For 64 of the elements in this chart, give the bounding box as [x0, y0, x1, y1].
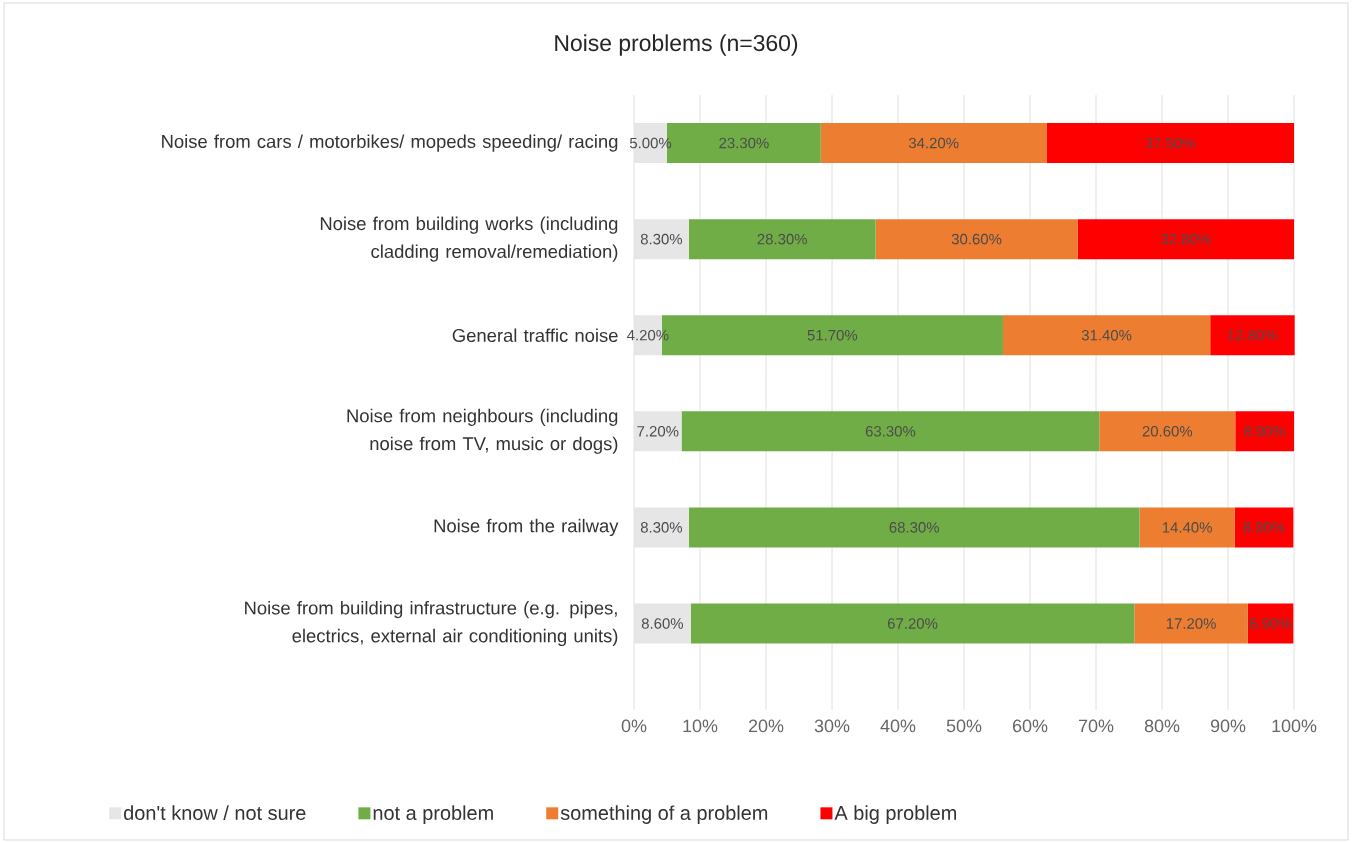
data-label: 51.70%: [807, 329, 858, 341]
x-tick-label: 70%: [1079, 719, 1114, 733]
legend-label: not a problem: [373, 805, 493, 824]
data-label: 8.90%: [1243, 522, 1285, 533]
data-label: 32.80%: [1161, 233, 1211, 245]
data-label: 67.20%: [887, 618, 938, 629]
bar: [1002, 315, 1211, 356]
data-label: 7.20%: [637, 426, 679, 437]
data-label: 63.30%: [865, 426, 916, 437]
y-tick-label: Noise from building infrastructure (e.g. pipes, electrics, external air conditioning units): [245, 600, 618, 647]
bar: [1099, 411, 1236, 452]
data-label: 8.90%: [1244, 426, 1286, 437]
chart-title: Noise problems (n=360): [555, 34, 798, 56]
x-tick-label: 40%: [880, 719, 916, 733]
x-tick-label: 10%: [683, 719, 718, 733]
bar: [1134, 603, 1248, 644]
data-label: 37.50%: [1145, 137, 1196, 149]
data-label: 30.60%: [951, 233, 1002, 245]
bar: [1077, 219, 1295, 260]
data-label: 8.30%: [640, 522, 683, 533]
data-label: 14.40%: [1162, 522, 1212, 533]
x-tick-label: 60%: [1012, 719, 1048, 733]
bar: [820, 123, 1047, 164]
bar: [688, 507, 1140, 548]
legend-label: A big problem: [834, 805, 957, 824]
data-label: 23.30%: [719, 137, 769, 149]
data-label: 28.30%: [757, 233, 807, 245]
legend-label: don't know / not sure: [124, 805, 306, 820]
data-label: 8.60%: [641, 618, 684, 629]
x-tick-label: 0%: [621, 719, 647, 733]
x-tick-label: 90%: [1210, 719, 1246, 733]
x-tick-label: 80%: [1144, 719, 1180, 733]
data-label: 20.60%: [1142, 426, 1193, 437]
bar: [681, 411, 1100, 452]
bar: [688, 219, 876, 260]
y-tick-label: Noise from neighbours (including noise from TV, music or dogs): [347, 408, 618, 454]
data-label: 8.30%: [640, 233, 683, 245]
x-tick-label: 30%: [814, 719, 850, 733]
bar: [875, 219, 1078, 260]
bar: [1234, 507, 1294, 548]
data-label: 17.20%: [1166, 618, 1216, 629]
bar: [1247, 603, 1294, 644]
bar: [634, 507, 689, 548]
bar: [634, 411, 682, 452]
bar: [1046, 123, 1295, 164]
x-tick-label: 50%: [946, 719, 982, 733]
y-tick-label: Noise from cars / motorbikes/ mopeds speeding/ racing: [162, 134, 618, 152]
data-label: 12.80%: [1228, 329, 1278, 341]
x-tick-label: 20%: [748, 719, 784, 733]
bar: [690, 603, 1135, 644]
y-tick-label: General traffic noise: [452, 328, 618, 343]
data-label: 6.90%: [1250, 618, 1292, 629]
bar: [634, 219, 689, 260]
x-tick-label: 100%: [1272, 719, 1317, 733]
bar: [634, 603, 691, 644]
data-label: 34.20%: [908, 137, 959, 149]
y-tick-label: Noise from building works (including cladding removal/remediation): [320, 216, 618, 262]
legend-label: something of a problem: [560, 805, 768, 824]
data-label: 68.30%: [889, 522, 939, 533]
bar: [1235, 411, 1295, 452]
bar: [1210, 315, 1295, 356]
y-tick-label: Noise from the railway: [434, 518, 619, 537]
data-label: 31.40%: [1081, 329, 1132, 341]
bar: [1139, 507, 1235, 548]
